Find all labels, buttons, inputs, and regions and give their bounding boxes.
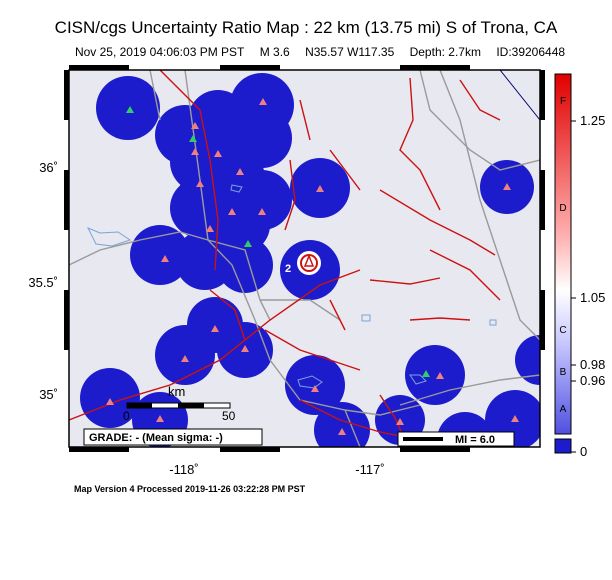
event-time: Nov 25, 2019 04:06:03 PM PST [74,45,245,59]
cb-tick-0-96: 0.96 [580,373,606,388]
grade-box [83,428,263,446]
strong-motion-stations [126,106,430,377]
scale-bar-end: 50 [222,409,236,423]
map-frame [68,69,541,448]
epicenter-label: 2 [285,263,291,275]
grade-label: GRADE: - (Mean sigma: -) [89,432,223,444]
scale-bar-unit: km [168,384,185,399]
colorbar [554,73,572,435]
frame-ticks [64,65,545,452]
mi-legend-box [397,431,515,447]
cb-tick-0: 0 [580,444,588,459]
processed-footer: Map Version 4 Processed 2019-11-26 03:22… [74,484,306,494]
scale-bar-start: 0 [123,409,130,423]
cb-tick-1-25: 1.25 [580,113,606,128]
water-bodies [86,184,497,389]
y-tick-35: 35˚ [39,387,58,402]
map-title: CISN/cgs Uncertainty Ratio Map : 22 km (… [54,18,558,37]
grade-letter-f: F [559,96,567,107]
grade-letter-c: C [559,325,567,336]
scale-bar: km 0 50 [123,384,236,423]
grade-letter-b: B [559,367,567,378]
epicenter-marker: 2 [285,251,321,275]
event-magnitude: M 3.6 [259,45,290,59]
colorbar-zero-swatch [554,438,572,454]
mi-legend-label: MI = 6.0 [455,434,495,446]
x-tick-118: -118˚ [169,462,199,477]
x-tick-117: -117˚ [355,462,385,477]
grade-letter-a: A [559,404,567,415]
cb-tick-0-98: 0.98 [580,357,606,372]
cb-tick-1-05: 1.05 [580,290,606,305]
colorbar-ticks [571,120,576,453]
event-id: ID:39206448 [496,45,566,59]
seismic-stations [106,98,519,445]
y-tick-35-5: 35.5˚ [28,275,58,290]
grade-letter-d: D [559,203,567,214]
event-location: N35.57 W117.35 [305,45,395,59]
y-tick-36: 36˚ [39,160,58,175]
faults [69,70,501,441]
event-info: Nov 25, 2019 04:06:03 PM PST M 3.6 N35.5… [60,45,580,59]
event-depth: Depth: 2.7km [409,45,481,59]
roads [69,70,540,447]
